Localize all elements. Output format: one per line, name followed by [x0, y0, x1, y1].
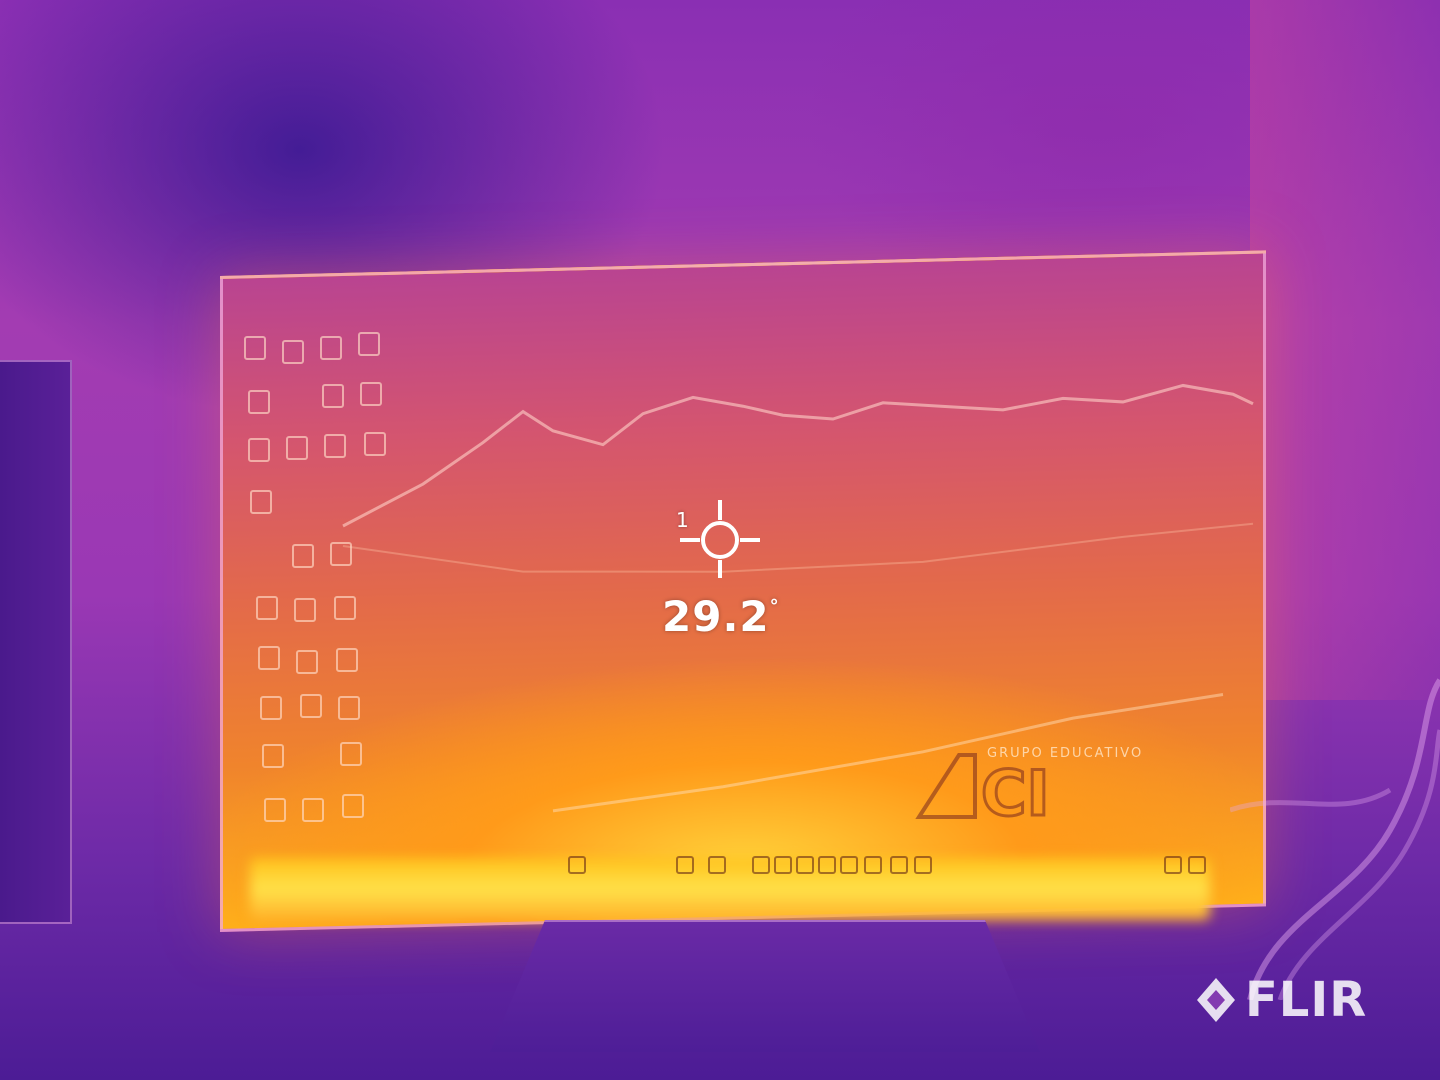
desktop-icon	[320, 336, 342, 360]
desktop-icon	[358, 332, 380, 356]
taskbar-icon	[914, 856, 932, 874]
mountain-outline	[342, 383, 1254, 813]
screen-logo: CI GRUPO EDUCATIVO	[915, 745, 1215, 832]
left-device	[0, 360, 72, 924]
crosshair-icon	[680, 500, 760, 578]
desktop-icon	[336, 648, 358, 672]
cables	[1230, 678, 1440, 1000]
desktop-icon	[342, 794, 364, 818]
screen-logo-text: CI	[981, 757, 1050, 825]
desktop-icon	[300, 694, 322, 718]
taskbar-icon	[752, 856, 770, 874]
spot-index: 1	[676, 508, 689, 532]
desktop-icon	[258, 646, 280, 670]
desktop-icon	[256, 596, 278, 620]
desktop-icon	[248, 390, 270, 414]
desktop-icon	[338, 696, 360, 720]
monitor-screen	[220, 250, 1266, 933]
temperature-readout: 29.2°	[662, 592, 780, 641]
taskbar-icon	[796, 856, 814, 874]
desktop-icon	[248, 438, 270, 462]
taskbar-icon	[676, 856, 694, 874]
taskbar-icon	[774, 856, 792, 874]
desktop-icon	[244, 336, 266, 360]
desktop-icon	[262, 744, 284, 768]
monitor-stand	[490, 920, 1040, 1052]
desktop-icon	[282, 340, 304, 364]
temperature-unit: °	[769, 596, 780, 617]
desktop-icon	[264, 798, 286, 822]
wall-edge	[1250, 0, 1440, 700]
desktop-icon	[292, 544, 314, 568]
desktop-icon	[340, 742, 362, 766]
desktop-icon	[296, 650, 318, 674]
taskbar-icon	[864, 856, 882, 874]
desktop-icon	[302, 798, 324, 822]
diamond-logo-icon	[1197, 978, 1235, 1022]
desktop-icon	[286, 436, 308, 460]
desktop-icon	[322, 384, 344, 408]
desktop-icon	[364, 432, 386, 456]
desktop-icon	[324, 434, 346, 458]
brand-name: FLIR	[1245, 972, 1368, 1028]
desktop-icon	[334, 596, 356, 620]
taskbar-icon	[840, 856, 858, 874]
desktop-icon	[360, 382, 382, 406]
taskbar-icon	[1188, 856, 1206, 874]
screen-logo-tagline: GRUPO EDUCATIVO	[987, 746, 1143, 761]
taskbar-icon	[890, 856, 908, 874]
brand-watermark: FLIR	[1195, 972, 1367, 1028]
desktop-icon	[260, 696, 282, 720]
taskbar-icon	[1164, 856, 1182, 874]
taskbar-icon	[568, 856, 586, 874]
desktop-icon	[330, 542, 352, 566]
desktop-icon	[294, 598, 316, 622]
temperature-value: 29.2	[662, 592, 770, 641]
taskbar-icon	[818, 856, 836, 874]
bottom-bezel-heat	[250, 858, 1210, 920]
taskbar-icon	[708, 856, 726, 874]
desktop-icon	[250, 490, 272, 514]
